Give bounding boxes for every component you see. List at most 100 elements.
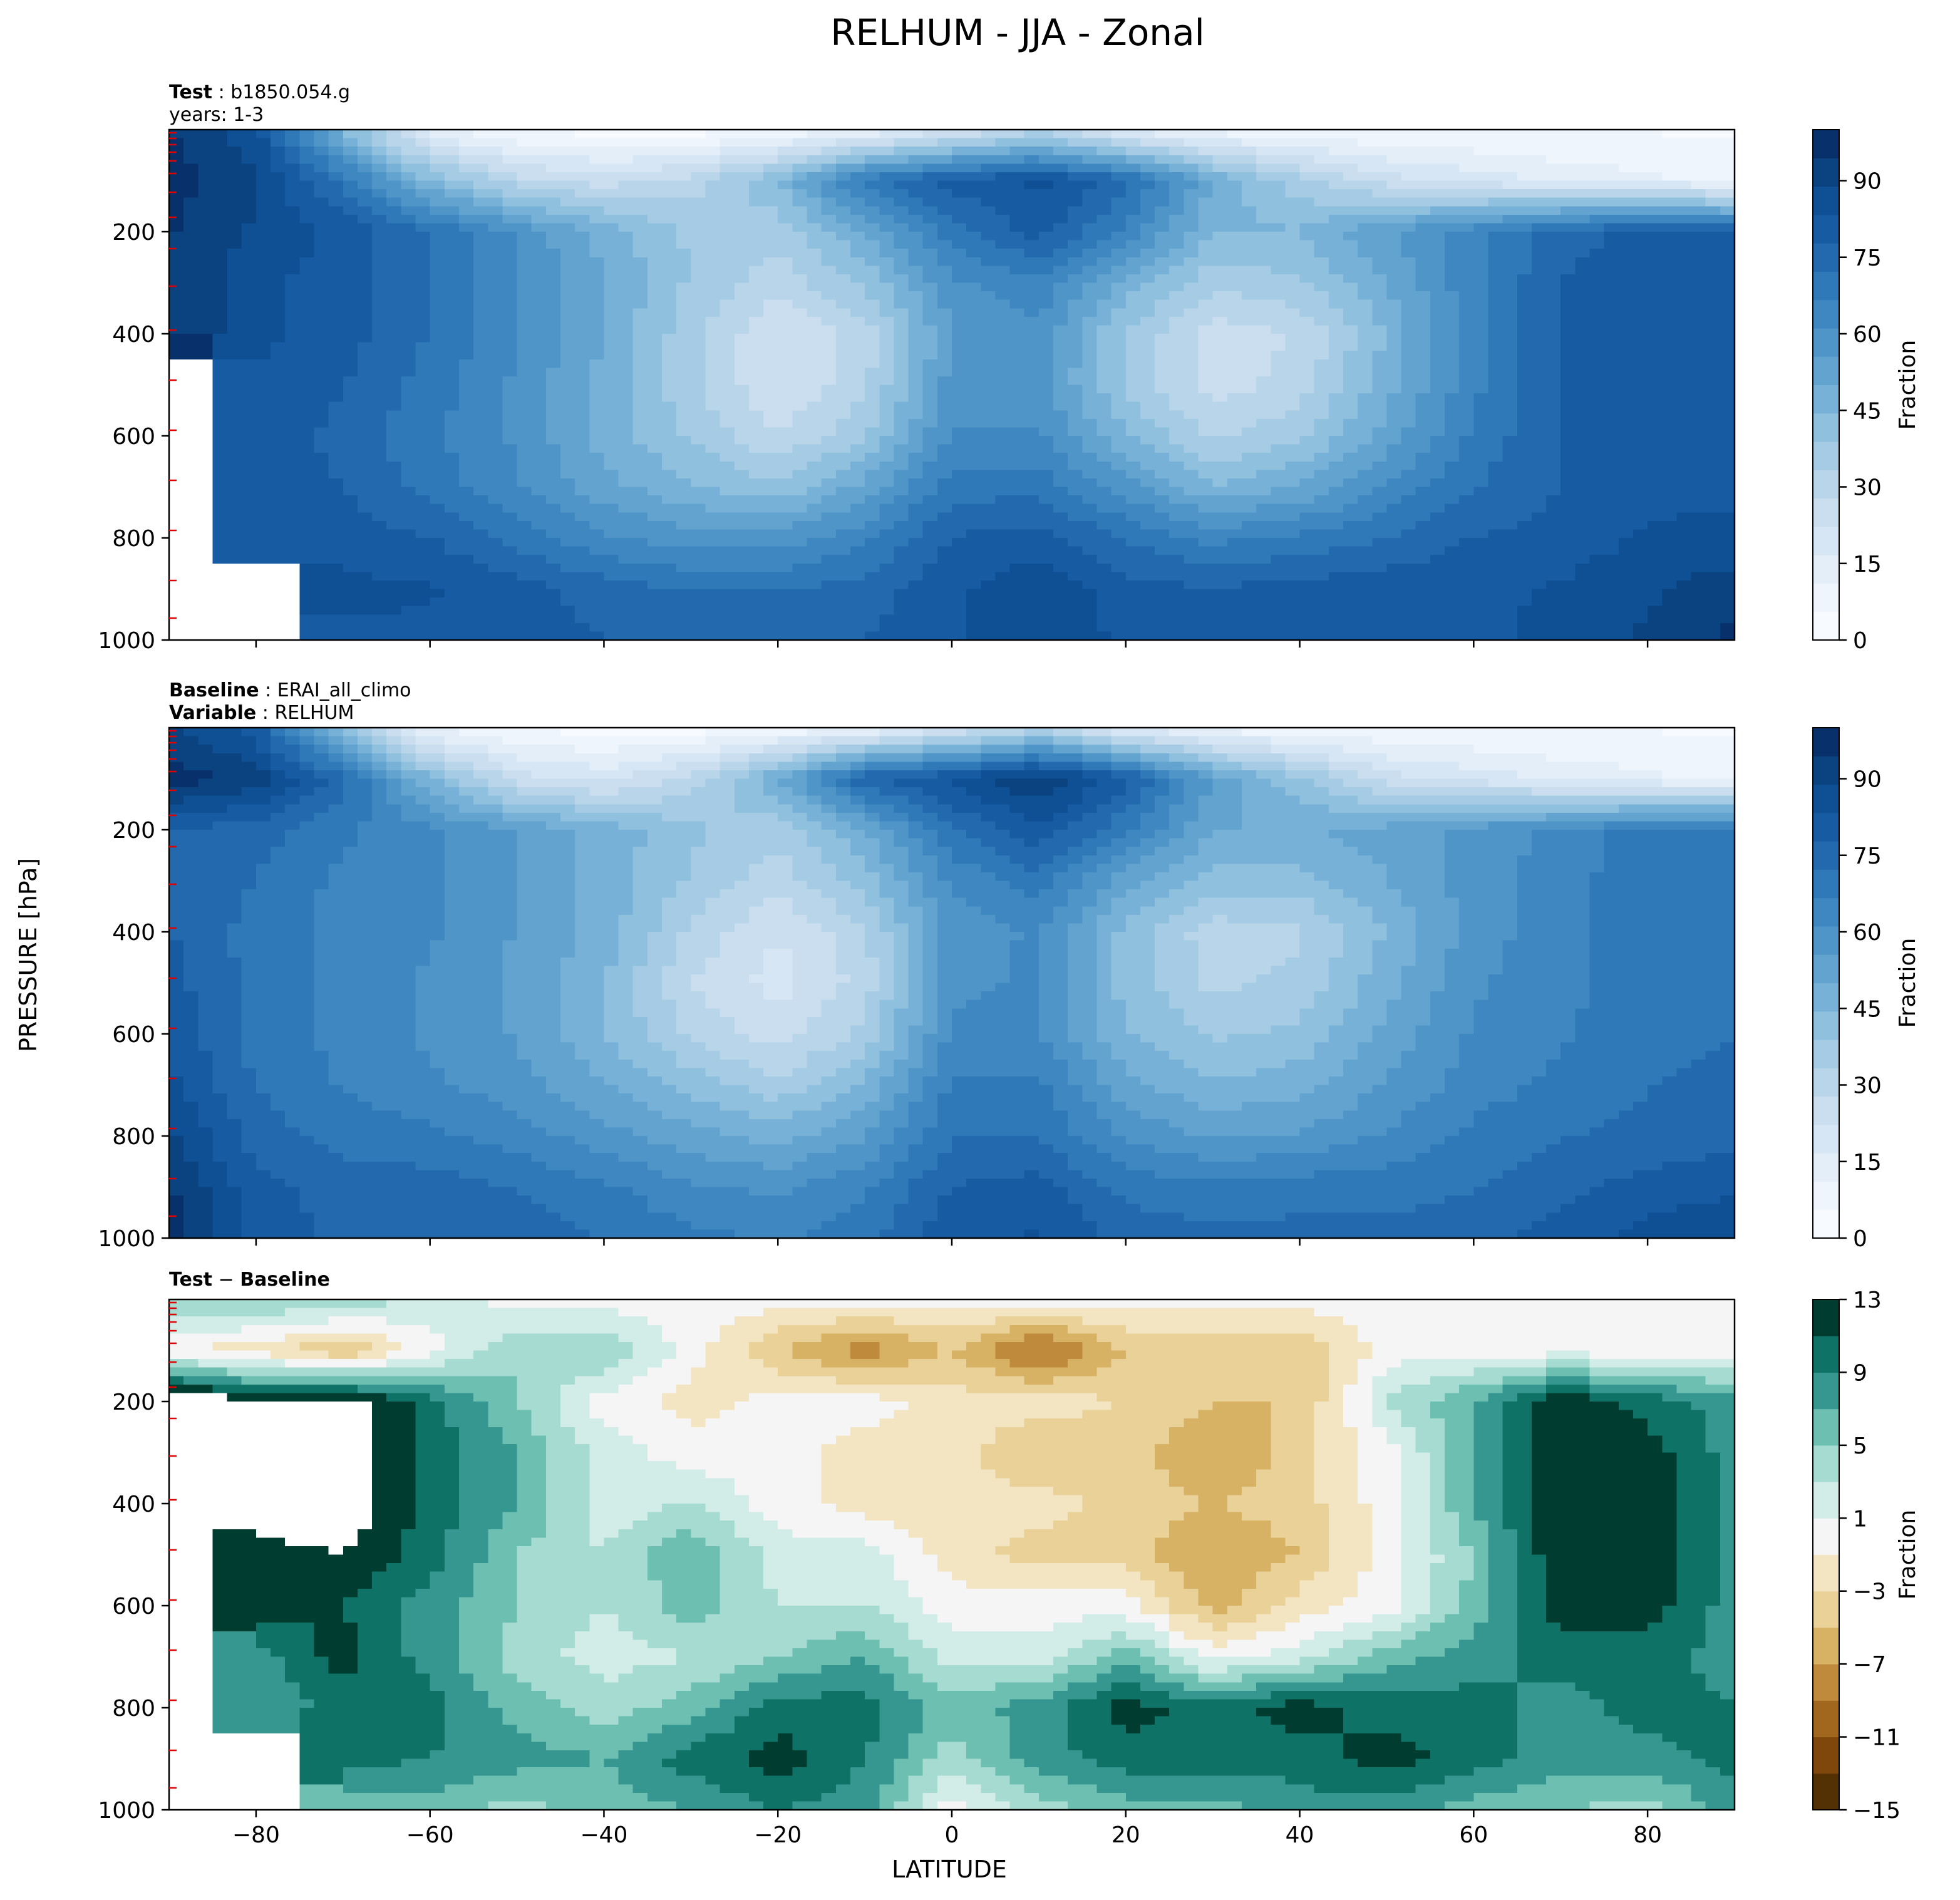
contour-cell — [430, 342, 445, 351]
contour-cell — [763, 503, 778, 513]
contour-cell — [691, 376, 706, 386]
contour-cell — [1227, 147, 1242, 156]
contour-cell — [473, 393, 488, 403]
contour-cell — [575, 172, 590, 182]
contour-cell — [299, 512, 314, 522]
contour-cell — [662, 368, 677, 377]
contour-cell — [357, 351, 373, 360]
contour-cell — [444, 393, 460, 403]
contour-cell — [386, 427, 401, 436]
contour-cell — [618, 334, 634, 343]
contour-cell — [241, 495, 257, 505]
contour-cell — [560, 376, 575, 386]
contour-cell — [734, 214, 750, 224]
contour-cell — [865, 274, 880, 284]
contour-cell — [1662, 470, 1677, 479]
contour-cell — [1242, 351, 1257, 360]
contour-cell — [1068, 299, 1083, 309]
contour-cell — [1575, 401, 1591, 411]
contour-cell — [662, 393, 677, 403]
contour-cell — [1633, 470, 1648, 479]
contour-cell — [1140, 325, 1155, 334]
contour-cell — [647, 334, 663, 343]
contour-cell — [430, 418, 445, 428]
contour-cell — [198, 512, 213, 522]
contour-cell — [734, 487, 750, 496]
contour-cell — [807, 197, 822, 207]
contour-cell — [807, 427, 822, 436]
contour-cell — [691, 478, 706, 488]
contour-cell — [676, 223, 691, 232]
contour-cell — [575, 291, 590, 301]
contour-cell — [1517, 206, 1532, 215]
contour-cell — [1358, 503, 1373, 513]
contour-cell — [1125, 163, 1141, 173]
contour-cell — [1618, 266, 1634, 275]
contour-cell — [632, 436, 648, 445]
contour-cell — [995, 206, 1011, 215]
contour-cell — [314, 172, 329, 182]
contour-cell — [676, 155, 691, 164]
contour-cell — [212, 257, 228, 266]
contour-cell — [879, 385, 894, 394]
contour-cell — [299, 470, 314, 479]
contour-cell — [1415, 436, 1431, 445]
contour-cell — [1662, 512, 1677, 522]
contour-cell — [589, 461, 604, 470]
contour-cell — [1546, 257, 1561, 266]
contour-cell — [255, 232, 271, 241]
contour-cell — [444, 495, 460, 505]
contour-cell — [1038, 359, 1054, 368]
contour-cell — [343, 418, 358, 428]
contour-cell — [1459, 342, 1474, 351]
contour-cell — [1488, 359, 1504, 368]
contour-cell — [1053, 410, 1068, 420]
contour-cell — [1111, 189, 1127, 199]
contour-cell — [1024, 376, 1039, 386]
contour-cell — [314, 223, 329, 232]
contour-cell — [734, 138, 750, 147]
contour-cell — [1430, 351, 1445, 360]
contour-cell — [1589, 214, 1605, 224]
contour-cell — [314, 503, 329, 513]
contour-cell — [1314, 478, 1329, 488]
contour-cell — [1314, 334, 1329, 343]
contour-cell — [647, 325, 663, 334]
contour-cell — [1633, 478, 1648, 488]
contour-cell — [618, 444, 634, 453]
contour-cell — [1038, 223, 1054, 232]
contour-cell — [1517, 214, 1532, 224]
contour-cell — [1445, 214, 1460, 224]
contour-cell — [517, 274, 532, 284]
contour-cell — [1633, 274, 1648, 284]
contour-cell — [1691, 325, 1706, 334]
contour-cell — [1053, 172, 1068, 182]
contour-cell — [952, 325, 967, 334]
contour-cell — [1720, 359, 1735, 368]
contour-cell — [1227, 257, 1242, 266]
contour-cell — [937, 410, 952, 420]
contour-cell — [1546, 138, 1561, 147]
contour-cell — [966, 512, 981, 522]
contour-cell — [198, 478, 213, 488]
contour-cell — [1459, 418, 1474, 428]
contour-cell — [1648, 138, 1663, 147]
contour-cell — [1648, 478, 1663, 488]
contour-cell — [560, 359, 575, 368]
contour-cell — [1242, 401, 1257, 411]
contour-cell — [531, 266, 547, 275]
contour-cell — [1009, 147, 1025, 156]
contour-cell — [430, 376, 445, 386]
contour-cell — [1531, 147, 1547, 156]
contour-cell — [966, 291, 981, 301]
contour-cell — [1358, 299, 1373, 309]
contour-cell — [1227, 223, 1242, 232]
contour-cell — [1140, 487, 1155, 496]
contour-cell — [966, 138, 981, 147]
contour-cell — [1662, 291, 1677, 301]
contour-cell — [502, 257, 518, 266]
contour-cell — [1633, 342, 1648, 351]
contour-cell — [299, 189, 314, 199]
contour-cell — [575, 351, 590, 360]
contour-cell — [1691, 155, 1706, 164]
